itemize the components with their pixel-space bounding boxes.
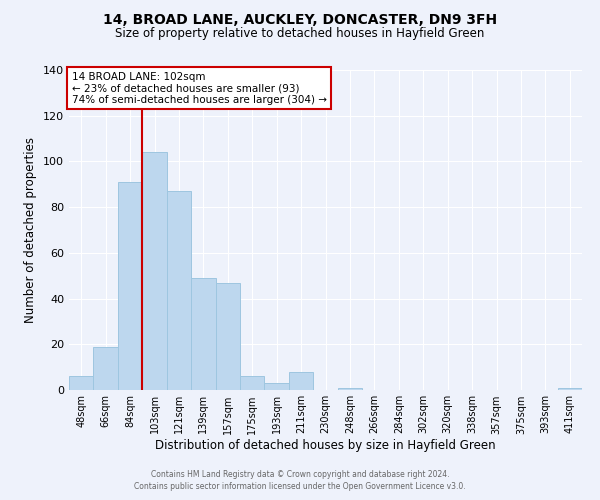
- Bar: [69, 376, 94, 390]
- Bar: [289, 372, 313, 390]
- Bar: [557, 388, 582, 390]
- Text: Contains public sector information licensed under the Open Government Licence v3: Contains public sector information licen…: [134, 482, 466, 491]
- Text: 14 BROAD LANE: 102sqm
← 23% of detached houses are smaller (93)
74% of semi-deta: 14 BROAD LANE: 102sqm ← 23% of detached …: [71, 72, 326, 105]
- Bar: [215, 282, 240, 390]
- Bar: [142, 152, 167, 390]
- Bar: [167, 191, 191, 390]
- Text: Contains HM Land Registry data © Crown copyright and database right 2024.: Contains HM Land Registry data © Crown c…: [151, 470, 449, 479]
- Y-axis label: Number of detached properties: Number of detached properties: [25, 137, 37, 323]
- Bar: [94, 346, 118, 390]
- X-axis label: Distribution of detached houses by size in Hayfield Green: Distribution of detached houses by size …: [155, 439, 496, 452]
- Bar: [265, 383, 289, 390]
- Bar: [118, 182, 142, 390]
- Text: 14, BROAD LANE, AUCKLEY, DONCASTER, DN9 3FH: 14, BROAD LANE, AUCKLEY, DONCASTER, DN9 …: [103, 12, 497, 26]
- Bar: [191, 278, 215, 390]
- Bar: [240, 376, 265, 390]
- Text: Size of property relative to detached houses in Hayfield Green: Size of property relative to detached ho…: [115, 28, 485, 40]
- Bar: [338, 388, 362, 390]
